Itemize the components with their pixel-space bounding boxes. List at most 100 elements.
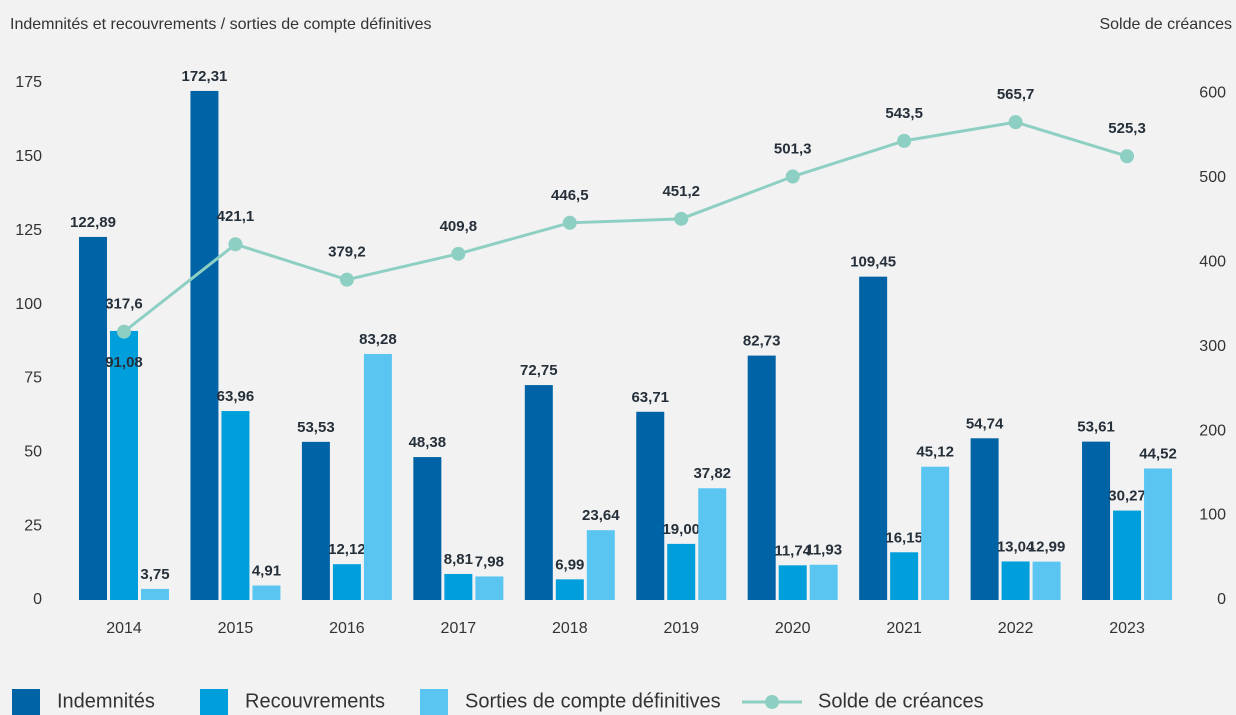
bar (332, 564, 361, 600)
value-label: 8,81 (444, 551, 473, 568)
x-tick-label: 2017 (441, 620, 477, 637)
value-label: 7,98 (475, 553, 504, 570)
bar (636, 411, 665, 600)
value-label: 409,8 (440, 218, 478, 235)
bar (1113, 510, 1142, 600)
legend-label: Solde de créances (818, 690, 984, 712)
value-label: 83,28 (359, 331, 397, 348)
value-label: 63,71 (631, 389, 669, 406)
line-point (228, 237, 243, 252)
legend-label: Recouvrements (245, 690, 385, 712)
line-point (339, 272, 354, 287)
bar (301, 441, 330, 600)
bar (698, 488, 727, 600)
legend-swatch (200, 689, 228, 715)
value-label: 3,75 (140, 566, 169, 583)
value-label: 172,31 (182, 68, 228, 85)
value-label: 12,99 (1028, 539, 1066, 556)
line-point (562, 215, 577, 230)
line-point (1008, 115, 1023, 130)
value-label: 565,7 (997, 86, 1035, 103)
line-point (117, 324, 131, 339)
bar (921, 466, 950, 600)
value-label: 451,2 (662, 183, 700, 200)
y-tick-label: 100 (15, 296, 42, 313)
y2-title: Solde de créances (1099, 16, 1232, 33)
y-tick-label: 150 (15, 148, 42, 165)
chart-title: Indemnités et recouvrements / sorties de… (10, 16, 432, 33)
y2-tick-label: 500 (1199, 169, 1226, 186)
bar (555, 579, 584, 600)
y-tick-label: 125 (15, 222, 42, 239)
bar (524, 385, 553, 600)
value-label: 16,15 (885, 529, 923, 546)
value-label: 446,5 (551, 187, 589, 204)
value-label: 63,96 (217, 388, 255, 405)
y2-tick-label: 600 (1199, 84, 1226, 101)
y2-tick-label: 100 (1199, 507, 1226, 524)
value-label: 379,2 (328, 244, 366, 261)
line-point (785, 169, 800, 184)
value-label: 11,93 (805, 542, 842, 559)
bar (475, 576, 504, 600)
value-label: 6,99 (555, 556, 584, 573)
bar (859, 276, 888, 600)
x-tick-label: 2015 (218, 620, 254, 637)
bar (221, 411, 250, 600)
y-tick-label: 75 (24, 370, 42, 387)
x-tick-label: 2022 (998, 620, 1034, 637)
value-label: 53,61 (1077, 419, 1115, 436)
x-tick-label: 2018 (552, 620, 588, 637)
value-label: 19,00 (662, 521, 700, 538)
value-label: 109,45 (850, 254, 896, 271)
bar (1082, 441, 1111, 600)
legend-label: Sorties de compte définitives (465, 690, 721, 712)
value-label: 525,3 (1108, 120, 1146, 137)
value-label: 53,53 (297, 419, 335, 436)
legend-swatch (12, 689, 40, 715)
bar (586, 530, 615, 600)
value-label: 54,74 (966, 415, 1004, 432)
bar (809, 564, 838, 600)
bar (667, 543, 696, 600)
x-tick-label: 2016 (329, 620, 365, 637)
value-label: 30,27 (1108, 488, 1146, 505)
bar (778, 565, 807, 600)
y-tick-label: 50 (24, 444, 42, 461)
y2-tick-label: 300 (1199, 338, 1226, 355)
value-label: 91,08 (105, 354, 143, 371)
bar (79, 236, 107, 601)
bar (970, 438, 999, 600)
value-label: 12,12 (328, 541, 366, 558)
y-tick-label: 25 (24, 517, 42, 534)
value-label: 13,04 (997, 538, 1035, 555)
bar (890, 552, 919, 600)
value-label: 48,38 (409, 434, 447, 451)
value-label: 317,6 (105, 296, 143, 313)
bar (1001, 561, 1030, 600)
value-label: 72,75 (520, 362, 558, 379)
line-point (897, 133, 912, 148)
value-label: 543,5 (885, 105, 923, 122)
line-point (451, 246, 466, 261)
value-label: 122,89 (70, 214, 116, 231)
y2-tick-label: 0 (1217, 591, 1226, 608)
legend-swatch (420, 689, 448, 715)
y-tick-label: 0 (33, 591, 42, 608)
line (123, 120, 1128, 333)
line-point (674, 211, 689, 226)
x-tick-label: 2021 (886, 620, 922, 637)
legend-marker (765, 695, 779, 709)
bar (747, 355, 776, 600)
value-label: 11,74 (774, 542, 811, 559)
y-tick-label: 175 (15, 74, 42, 91)
legend-label: Indemnités (57, 690, 155, 712)
x-tick-label: 2020 (775, 620, 811, 637)
value-label: 23,64 (582, 507, 620, 524)
line-point (1120, 149, 1135, 164)
y2-tick-label: 200 (1199, 422, 1226, 439)
bar (252, 585, 281, 600)
bar (110, 330, 138, 600)
